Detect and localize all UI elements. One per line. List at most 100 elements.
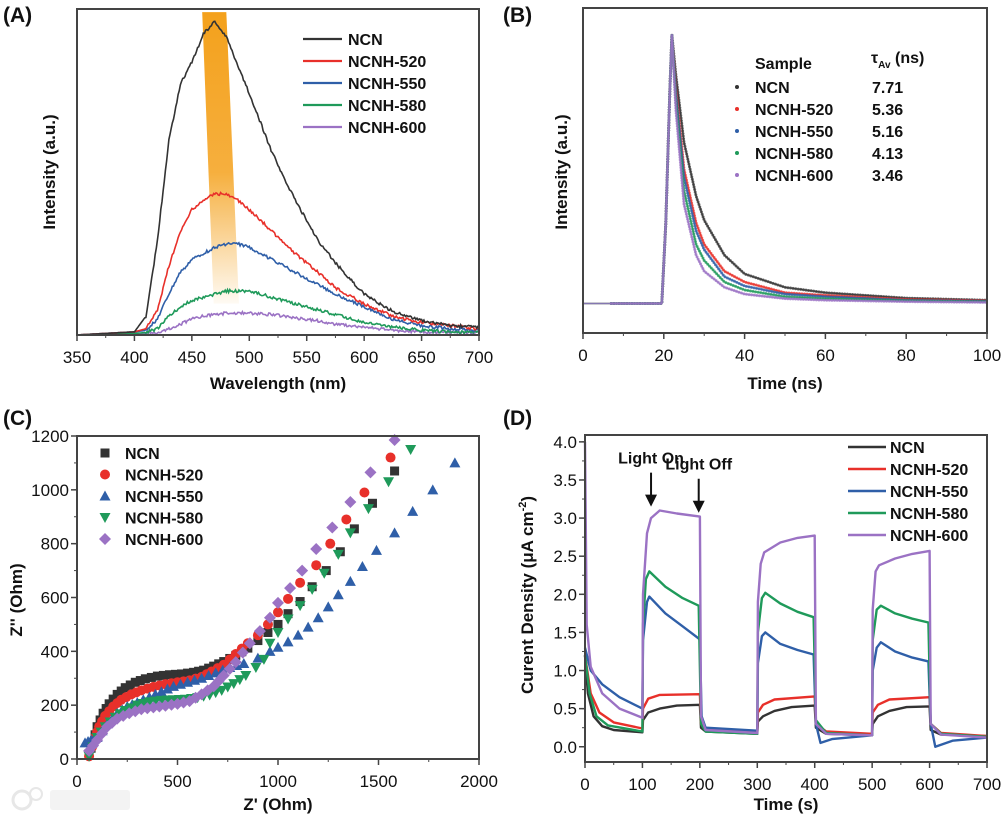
- legend-label: NCNH-520: [348, 54, 426, 71]
- marker-square: [135, 676, 145, 686]
- marker-triangle-up: [272, 641, 284, 652]
- legend-label: NCN: [755, 80, 790, 97]
- legend-label: NCNH-550: [890, 484, 968, 501]
- legend-label: NCNH-580: [348, 98, 426, 115]
- marker-triangle-up: [332, 589, 344, 600]
- x-tick-label: 400: [801, 775, 829, 794]
- marker-diamond: [217, 669, 230, 682]
- tau-subscript: Av: [878, 60, 891, 71]
- tau-unit: (ns): [891, 50, 925, 67]
- marker-triangle-up: [302, 621, 314, 632]
- arrow-head-icon: [692, 500, 705, 513]
- marker-triangle-up: [161, 683, 173, 694]
- x-tick-label: 350: [63, 348, 91, 367]
- legend-label: NCN: [348, 32, 383, 49]
- marker-square: [183, 668, 193, 678]
- legend-label: NCNH-520: [755, 102, 833, 119]
- y-axis-title: Curent Density (μA cm-2): [517, 496, 537, 694]
- marker-triangle-up: [356, 561, 368, 572]
- marker-triangle-down: [131, 700, 143, 711]
- x-tick-label: 600: [350, 348, 378, 367]
- marker-circle: [283, 593, 294, 604]
- y-tick-label: 3.5: [553, 471, 577, 490]
- marker-diamond: [284, 582, 297, 595]
- legend-tau-value: 7.71: [872, 80, 903, 97]
- marker-diamond: [296, 564, 309, 577]
- marker-diamond: [236, 646, 249, 659]
- marker-diamond: [310, 543, 323, 556]
- marker-triangle-up: [252, 652, 264, 663]
- legend-marker: [735, 107, 739, 111]
- tau-symbol: τ: [871, 50, 878, 67]
- marker-triangle-up: [203, 670, 215, 681]
- marker-triangle-down: [234, 675, 246, 686]
- marker-triangle-up: [155, 686, 167, 697]
- marker-triangle-down: [125, 703, 137, 714]
- marker-triangle-up: [370, 544, 382, 555]
- x-tick-label: 1000: [259, 772, 297, 791]
- marker-triangle-up: [407, 505, 419, 516]
- x-tick-label: 2000: [460, 772, 498, 791]
- marker-diamond: [364, 466, 377, 479]
- panel-label: (B): [503, 4, 532, 27]
- x-tick-label: 0: [580, 775, 589, 794]
- annotation-label: Light Off: [665, 457, 732, 474]
- highlight-band: [202, 12, 239, 304]
- x-tick-label: 700: [973, 775, 1001, 794]
- y-tick-label: 0: [60, 750, 69, 769]
- x-axis-title: Wavelength (nm): [210, 374, 346, 393]
- legend-marker: [735, 151, 739, 155]
- legend-label: NCNH-580: [755, 146, 833, 163]
- marker-square: [177, 669, 187, 679]
- marker-square: [152, 671, 162, 681]
- x-tick-label: 40: [735, 346, 754, 365]
- marker-square: [130, 677, 140, 687]
- arrow-head-icon: [645, 494, 658, 507]
- marker-diamond: [388, 434, 401, 447]
- legend-marker: [735, 173, 739, 177]
- marker-triangle-up: [449, 457, 461, 468]
- legend-marker: [735, 129, 739, 133]
- plot-area-c: 0 500 1000 1500 2000 0 200 400 600 800 1000 1200 NCN…: [31, 427, 498, 791]
- plot-area-d: 0 100 200 300 400 500 600 700 0.0 0.5 1.0 1.5 2.0 2.5…: [553, 433, 1001, 794]
- series-ncnh-600: [583, 441, 988, 739]
- x-tick-label: 1500: [360, 772, 398, 791]
- series-ncnh-580: [77, 287, 480, 336]
- marker-triangle-down: [250, 662, 262, 673]
- marker-triangle-down: [240, 671, 252, 682]
- marker-square: [194, 666, 204, 676]
- x-tick-label: 700: [465, 348, 493, 367]
- marker-triangle-down: [272, 627, 284, 638]
- marker-square: [125, 680, 135, 690]
- y-axis-title: Intensity (a.u.): [40, 114, 59, 229]
- marker-square: [108, 694, 118, 704]
- marker-square: [367, 498, 377, 508]
- legend-header-sample: Sample: [755, 56, 812, 73]
- legend-tau-value: 3.46: [872, 168, 903, 185]
- marker-triangle-up: [196, 672, 208, 683]
- marker-triangle-down: [332, 549, 344, 560]
- y-tick-label: 3.0: [553, 509, 577, 528]
- marker-diamond: [243, 637, 256, 650]
- marker-triangle-down: [362, 504, 374, 515]
- panel-label: (C): [3, 407, 32, 430]
- legend-label: NCNH-550: [125, 489, 203, 506]
- legend-label: NCN: [125, 446, 160, 463]
- x-tick-label: 500: [163, 772, 191, 791]
- legend-label: NCN: [890, 440, 925, 457]
- marker-square: [146, 672, 156, 682]
- marker-triangle-down: [228, 679, 240, 690]
- plot-area-a: 350 400 450 500 550 600 650 700 NCN NCNH-520 NCNH-…: [63, 8, 493, 367]
- series-ncnh-600: [609, 34, 989, 305]
- marker-square: [189, 667, 199, 677]
- x-tick-label: 60: [816, 346, 835, 365]
- y-tick-label: 400: [41, 642, 69, 661]
- x-axis-title: Time (ns): [747, 374, 822, 393]
- marker-square: [253, 636, 263, 646]
- marker-triangle-up: [312, 612, 324, 623]
- y-tick-label: 4.0: [553, 433, 577, 452]
- y-tick-label: 1.0: [553, 662, 577, 681]
- marker-circle: [325, 538, 336, 549]
- x-tick-label: 500: [858, 775, 886, 794]
- y-axis-title-main: Curent Density (μA cm: [518, 511, 537, 694]
